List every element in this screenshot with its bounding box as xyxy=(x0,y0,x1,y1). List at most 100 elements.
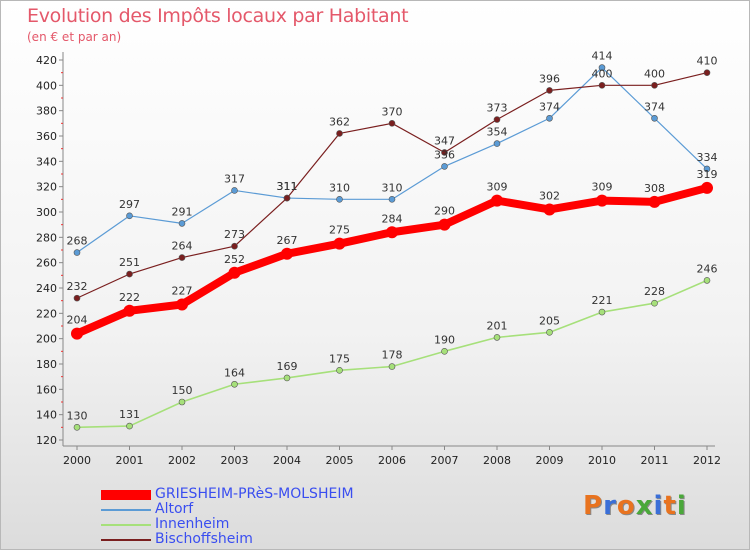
data-label: 400 xyxy=(644,67,665,80)
data-point xyxy=(126,270,133,278)
data-label: 178 xyxy=(382,349,403,362)
data-label: 311 xyxy=(277,180,298,193)
logo-letter: t xyxy=(663,491,677,521)
y-tick-label: 140 xyxy=(36,409,57,422)
data-label: 175 xyxy=(329,352,350,365)
data-point xyxy=(701,181,713,194)
data-point xyxy=(73,294,81,302)
y-tick-label: 220 xyxy=(36,307,57,320)
data-point xyxy=(336,367,343,374)
legend-label: Bischoffsheim xyxy=(155,531,253,547)
data-label: 264 xyxy=(172,240,193,253)
legend-swatch xyxy=(101,489,151,500)
y-tick-label: 360 xyxy=(36,130,57,143)
data-label: 290 xyxy=(434,205,455,218)
data-point xyxy=(388,363,396,370)
data-label: 131 xyxy=(119,408,140,421)
data-label: 317 xyxy=(224,172,245,185)
data-point xyxy=(651,82,658,89)
data-label: 251 xyxy=(119,256,140,269)
data-label: 370 xyxy=(382,105,403,118)
data-label: 130 xyxy=(67,409,88,422)
y-tick-label: 200 xyxy=(36,333,57,346)
data-point xyxy=(651,299,658,307)
data-point xyxy=(333,237,346,250)
data-point xyxy=(178,398,186,406)
legend-label: GRIESHEIM-PRèS-MOLSHEIM xyxy=(155,486,354,502)
data-point xyxy=(438,218,451,231)
data-point xyxy=(703,165,711,173)
x-tick-label: 2000 xyxy=(63,454,91,467)
data-label: 227 xyxy=(172,284,193,297)
data-point xyxy=(598,82,606,89)
data-label: 222 xyxy=(119,291,140,304)
data-point xyxy=(703,69,711,76)
data-label: 221 xyxy=(592,294,613,307)
y-tick-label: 240 xyxy=(36,282,57,295)
data-label: 310 xyxy=(382,181,403,194)
legend-swatch xyxy=(101,508,151,511)
data-label: 374 xyxy=(644,100,665,113)
data-point xyxy=(126,212,133,220)
data-point xyxy=(388,120,396,127)
data-label: 164 xyxy=(224,366,245,379)
y-tick-label: 120 xyxy=(36,434,57,447)
data-label: 284 xyxy=(382,212,403,225)
data-point xyxy=(336,130,343,137)
data-point xyxy=(283,194,291,202)
legend-label: Innenheim xyxy=(155,516,230,532)
x-tick-label: 2009 xyxy=(536,454,564,467)
data-point xyxy=(543,203,556,216)
data-label: 291 xyxy=(172,205,193,218)
logo-letter: x xyxy=(635,491,654,521)
data-label: 150 xyxy=(172,384,193,397)
legend-swatch xyxy=(101,538,151,541)
data-point xyxy=(493,334,501,341)
data-label: 354 xyxy=(487,126,508,139)
y-tick-label: 280 xyxy=(36,231,57,244)
data-point xyxy=(493,116,501,123)
data-point xyxy=(651,114,658,122)
data-label: 347 xyxy=(434,134,455,147)
y-tick-label: 400 xyxy=(36,79,57,92)
data-point xyxy=(73,424,81,431)
legend-label: Altorf xyxy=(155,501,194,517)
data-label: 232 xyxy=(67,280,88,293)
x-tick-label: 2007 xyxy=(431,454,459,467)
x-tick-label: 2010 xyxy=(588,454,616,467)
data-point xyxy=(546,114,553,122)
data-label: 169 xyxy=(277,360,298,373)
data-point xyxy=(648,195,661,208)
data-point xyxy=(546,329,553,336)
legend-swatch xyxy=(101,523,151,526)
data-label: 362 xyxy=(329,115,350,128)
data-point xyxy=(441,348,448,355)
data-point xyxy=(178,254,186,261)
data-label: 336 xyxy=(434,148,455,161)
y-tick-label: 420 xyxy=(36,54,57,67)
data-label: 204 xyxy=(67,314,88,327)
data-point xyxy=(546,87,553,94)
data-point xyxy=(703,277,711,284)
chart-subtitle: (en € et par an) xyxy=(27,30,122,44)
data-label: 228 xyxy=(644,285,665,298)
data-label: 201 xyxy=(487,319,508,332)
data-label: 205 xyxy=(539,314,560,327)
data-point xyxy=(283,374,291,382)
data-point xyxy=(596,194,608,207)
data-point xyxy=(176,298,188,311)
y-tick-label: 180 xyxy=(36,358,57,371)
data-point xyxy=(231,380,238,388)
x-tick-label: 2004 xyxy=(273,454,301,467)
x-tick-label: 2011 xyxy=(641,454,669,467)
data-label: 308 xyxy=(644,182,665,195)
data-point xyxy=(71,327,83,340)
data-label: 268 xyxy=(67,235,88,248)
y-tick-label: 320 xyxy=(36,181,57,194)
data-label: 374 xyxy=(539,100,560,113)
data-label: 190 xyxy=(434,333,455,346)
data-point xyxy=(336,196,343,203)
data-label: 297 xyxy=(119,198,140,211)
